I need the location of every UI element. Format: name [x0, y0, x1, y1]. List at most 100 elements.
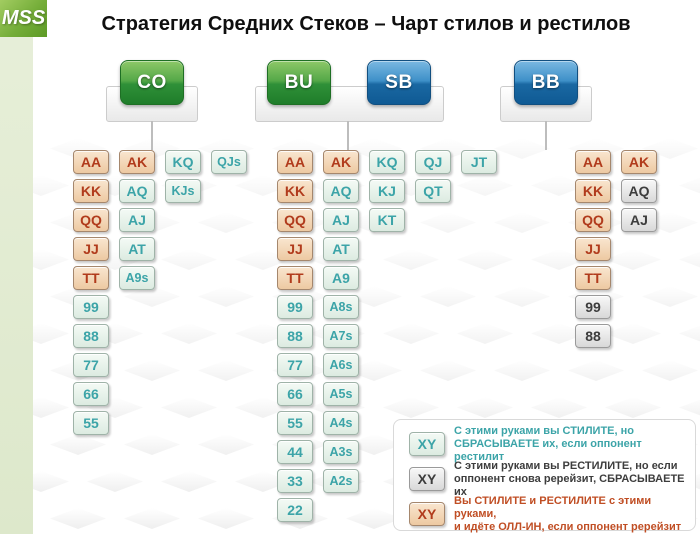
bg-diamond	[346, 286, 402, 307]
bg-diamond	[605, 323, 661, 344]
bg-diamond	[161, 397, 217, 418]
hand-cell-kq: KQ	[369, 150, 405, 174]
hand-cell-a4s: A4s	[323, 411, 359, 435]
bg-diamond	[50, 434, 106, 455]
hand-cell-aj: AJ	[621, 208, 657, 232]
hand-cell-qj: QJ	[415, 150, 451, 174]
bg-diamond	[346, 508, 402, 529]
hand-cell-88: 88	[277, 324, 313, 348]
hand-cell-qjs: QJs	[211, 150, 247, 174]
bg-diamond	[198, 286, 254, 307]
bg-diamond	[87, 471, 143, 492]
legend-item-line: С этими руками вы СТИЛИТЕ, но	[454, 424, 634, 437]
bg-diamond	[124, 286, 180, 307]
hand-cell-ak: AK	[621, 150, 657, 174]
bg-diamond	[420, 360, 476, 381]
hand-cell-ak: AK	[119, 150, 155, 174]
hand-cell-qq: QQ	[575, 208, 611, 232]
bg-diamond	[161, 249, 217, 270]
bg-diamond	[605, 249, 661, 270]
hand-cell-ak: AK	[323, 150, 359, 174]
hand-cell-a6s: A6s	[323, 353, 359, 377]
bg-diamond	[124, 508, 180, 529]
legend-item: XY С этими руками вы СТИЛИТЕ, но СБРАСЫВАЕ…	[409, 425, 689, 463]
hand-cell-66: 66	[277, 382, 313, 406]
mss-logo: MSS	[0, 0, 47, 37]
hand-cell-kt: KT	[369, 208, 405, 232]
hand-cell-88: 88	[73, 324, 109, 348]
bg-diamond	[531, 175, 587, 196]
position-button-sb[interactable]: SB	[367, 60, 431, 105]
bg-diamond	[642, 286, 698, 307]
hand-cell-kj: KJ	[369, 179, 405, 203]
legend-item-text: С этими руками вы СТИЛИТЕ, но СБРАСЫВАЕТЕ…	[454, 425, 689, 464]
legend-item-line: оппонент снова ререйзит, СБРАСЫВАЕТЕ их	[454, 472, 685, 498]
bg-diamond	[198, 360, 254, 381]
hand-cell-jj: JJ	[277, 237, 313, 261]
hand-cell-kk: KK	[575, 179, 611, 203]
bg-diamond	[568, 360, 624, 381]
hand-cell-aa: AA	[73, 150, 109, 174]
hand-cell-44: 44	[277, 440, 313, 464]
bg-diamond	[161, 323, 217, 344]
hand-cell-22: 22	[277, 498, 313, 522]
legend-sample-cell: XY	[409, 467, 445, 491]
hand-cell-a7s: A7s	[323, 324, 359, 348]
hand-cell-a2s: A2s	[323, 469, 359, 493]
hand-cell-aj: AJ	[323, 208, 359, 232]
hand-cell-88: 88	[575, 324, 611, 348]
hand-cell-a8s: A8s	[323, 295, 359, 319]
bg-diamond	[494, 286, 550, 307]
bg-diamond	[124, 360, 180, 381]
hand-cell-aj: AJ	[119, 208, 155, 232]
hand-cell-aa: AA	[277, 150, 313, 174]
bg-diamond	[531, 397, 587, 418]
hand-cell-kq: KQ	[165, 150, 201, 174]
hand-cell-55: 55	[73, 411, 109, 435]
hand-cell-tt: TT	[277, 266, 313, 290]
bg-diamond	[531, 249, 587, 270]
bg-diamond	[494, 360, 550, 381]
bg-diamond	[383, 397, 439, 418]
bg-diamond	[124, 434, 180, 455]
hand-cell-66: 66	[73, 382, 109, 406]
hand-cell-aq: AQ	[621, 179, 657, 203]
bg-diamond	[198, 212, 254, 233]
bg-diamond	[420, 212, 476, 233]
legend-item-line: С этими руками вы РЕСТИЛИТЕ, но если	[454, 459, 678, 472]
position-button-bb[interactable]: BB	[514, 60, 578, 105]
hand-cell-33: 33	[277, 469, 313, 493]
bg-diamond	[457, 397, 513, 418]
position-button-co[interactable]: CO	[120, 60, 184, 105]
bg-diamond	[494, 212, 550, 233]
bg-diamond	[457, 175, 513, 196]
bracket-stem-busb	[347, 121, 349, 150]
bg-diamond	[494, 138, 550, 159]
legend-item-text: С этими руками вы РЕСТИЛИТЕ, но если оппо…	[454, 460, 689, 499]
bg-diamond	[198, 434, 254, 455]
legend-item: XY С этими руками вы РЕСТИЛИТЕ, но если оп…	[409, 460, 689, 498]
legend-item-line: СБРАСЫВАЕТЕ их, если оппонент рестилит	[454, 437, 642, 463]
bg-diamond	[383, 323, 439, 344]
bg-diamond	[346, 434, 402, 455]
hand-cell-77: 77	[277, 353, 313, 377]
bg-diamond	[642, 360, 698, 381]
hand-cell-kk: KK	[73, 179, 109, 203]
hand-cell-55: 55	[277, 411, 313, 435]
legend-sample-cell: XY	[409, 502, 445, 526]
hand-cell-aa: AA	[575, 150, 611, 174]
legend-sample-cell: XY	[409, 432, 445, 456]
hand-cell-aq: AQ	[119, 179, 155, 203]
bg-diamond	[383, 249, 439, 270]
hand-cell-qq: QQ	[277, 208, 313, 232]
bracket-stem-bb	[545, 121, 547, 150]
position-button-bu[interactable]: BU	[267, 60, 331, 105]
hand-cell-qq: QQ	[73, 208, 109, 232]
bg-diamond	[198, 508, 254, 529]
hand-cell-jj: JJ	[575, 237, 611, 261]
bg-diamond	[605, 397, 661, 418]
hand-cell-a9: A9	[323, 266, 359, 290]
legend-item-line: Вы СТИЛИТЕ и РЕСТИЛИТЕ с этими руками,	[454, 494, 652, 520]
hand-cell-99: 99	[73, 295, 109, 319]
